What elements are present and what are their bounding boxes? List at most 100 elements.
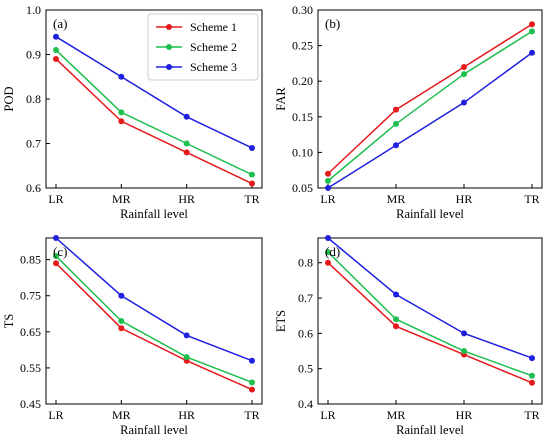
- series-line-1: [327, 262, 533, 384]
- data-point: [393, 316, 399, 323]
- y-tick-label: 0.65: [20, 325, 41, 339]
- data-point: [529, 49, 535, 56]
- data-point: [529, 372, 535, 379]
- x-tick-label: HR: [178, 192, 195, 206]
- y-tick-label: 0.30: [292, 3, 313, 17]
- data-point: [183, 140, 190, 147]
- x-axis-label: Rainfall level: [396, 207, 464, 221]
- data-point: [183, 149, 190, 156]
- data-point: [118, 109, 125, 116]
- chart-panel-1: 0.6 0.7 0.8 0.9 1.0 LR MR HR TR Rainfall level POD…: [2, 3, 263, 221]
- y-tick-label: 0.45: [20, 397, 41, 411]
- panel-label: (b): [325, 16, 340, 31]
- data-point: [249, 171, 255, 178]
- data-point: [529, 355, 535, 362]
- data-point: [461, 71, 467, 78]
- data-point: [325, 259, 331, 266]
- series-line-2: [327, 30, 533, 182]
- y-tick-label: 0.20: [292, 74, 313, 88]
- data-point: [325, 185, 331, 191]
- series-line-3: [327, 52, 533, 189]
- x-tick-label: MR: [387, 192, 406, 206]
- y-axis-label: TS: [2, 314, 16, 329]
- x-tick-label: TR: [244, 192, 259, 206]
- series-line-1: [327, 23, 533, 175]
- legend-swatch-marker: [166, 24, 172, 30]
- series-line-1: [55, 58, 253, 185]
- legend-swatch-marker: [166, 64, 172, 70]
- data-point: [461, 63, 467, 70]
- legend-entry-label: Scheme 1: [190, 20, 237, 34]
- series-line-3: [55, 237, 253, 362]
- data-point: [393, 142, 399, 149]
- plot-frame: [45, 237, 263, 405]
- data-point: [461, 99, 467, 106]
- x-tick-label: MR: [112, 408, 131, 422]
- chart-panel-4: 0.4 0.5 0.6 0.7 0.8 LR MR HR TR Rainfall level ETS…: [274, 235, 543, 437]
- data-point: [393, 106, 399, 113]
- y-tick-label: 0.8: [298, 256, 313, 270]
- data-point: [393, 120, 399, 127]
- data-point: [461, 330, 467, 337]
- y-tick-label: 0.10: [292, 145, 313, 159]
- x-tick-label: LR: [48, 408, 63, 422]
- y-tick-label: 0.5: [298, 362, 313, 376]
- data-point: [325, 170, 331, 177]
- x-tick-label: TR: [524, 408, 539, 422]
- data-point: [461, 348, 467, 355]
- y-tick-label: 0.7: [298, 291, 313, 305]
- y-tick-label: 0.7: [26, 137, 41, 151]
- y-tick-label: 0.6: [26, 181, 41, 195]
- x-axis-label: Rainfall level: [120, 423, 188, 437]
- y-tick-label: 0.85: [20, 253, 41, 267]
- data-point: [53, 253, 59, 260]
- series-line-1: [55, 262, 253, 391]
- y-tick-label: 0.4: [298, 397, 313, 411]
- panel-label: (d): [325, 244, 340, 259]
- data-point: [249, 144, 255, 151]
- data-point: [118, 292, 125, 299]
- series-line-2: [327, 251, 533, 377]
- data-point: [53, 33, 59, 40]
- data-point: [249, 180, 255, 187]
- legend-box: [147, 13, 259, 81]
- data-point: [183, 332, 190, 339]
- data-point: [249, 379, 255, 386]
- series-line-2: [55, 49, 253, 176]
- data-point: [529, 28, 535, 35]
- series-line-3: [327, 237, 533, 359]
- data-point: [183, 113, 190, 120]
- data-point: [118, 73, 125, 80]
- data-point: [249, 386, 255, 393]
- data-point: [325, 177, 331, 184]
- y-axis-label: ETS: [274, 310, 288, 332]
- panel-label: (c): [53, 244, 67, 259]
- legend-entry-label: Scheme 2: [190, 40, 237, 54]
- data-point: [53, 235, 59, 241]
- legend-entry-label: Scheme 3: [190, 60, 237, 74]
- data-point: [325, 235, 331, 241]
- data-point: [249, 357, 255, 364]
- y-axis-label: FAR: [274, 87, 288, 111]
- x-tick-label: HR: [456, 408, 473, 422]
- x-tick-label: HR: [178, 408, 195, 422]
- plot-frame: [317, 9, 543, 189]
- data-point: [118, 118, 125, 125]
- data-point: [53, 55, 59, 62]
- series-line-2: [55, 255, 253, 384]
- data-point: [529, 21, 535, 28]
- y-tick-label: 0.05: [292, 181, 313, 195]
- data-point: [53, 47, 59, 54]
- data-point: [325, 249, 331, 256]
- y-axis-label: POD: [2, 86, 16, 111]
- y-tick-label: 1.0: [26, 3, 41, 17]
- x-tick-label: TR: [524, 192, 539, 206]
- data-point: [118, 325, 125, 332]
- y-tick-label: 0.75: [20, 289, 41, 303]
- x-tick-label: LR: [320, 192, 335, 206]
- series-line-3: [55, 36, 253, 149]
- data-point: [53, 260, 59, 267]
- x-tick-label: LR: [320, 408, 335, 422]
- y-tick-label: 0.8: [26, 92, 41, 106]
